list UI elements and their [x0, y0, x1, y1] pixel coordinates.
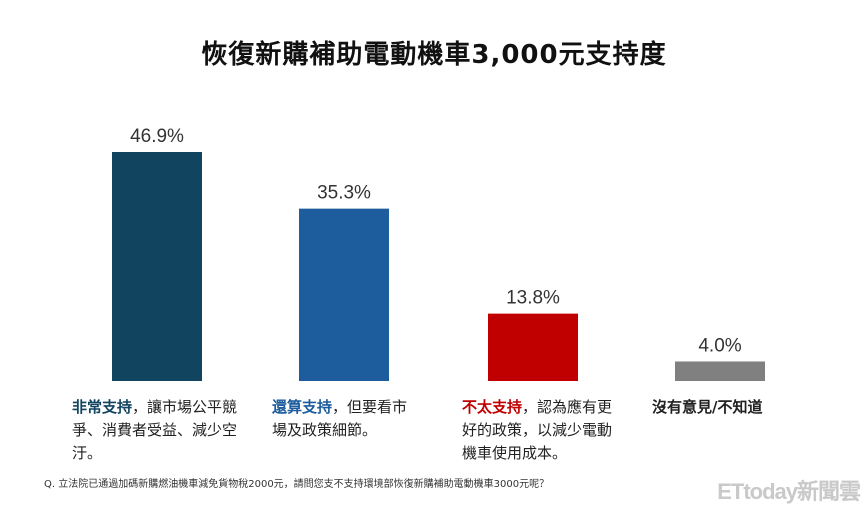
- survey-question-footnote: Q. 立法院已通過加碼新購燃油機車減免貨物稅2000元，請問您支不支持環境部恢復…: [44, 479, 550, 490]
- category-desc-3: ，認為應有更好的政策，以減少電動機車使用成本。: [462, 398, 613, 462]
- value-label-3: 13.8%: [506, 288, 560, 309]
- value-label-4: 4.0%: [698, 335, 741, 356]
- category-desc-2: ，但要看市場及政策細節。: [272, 398, 408, 439]
- value-label-1: 46.9%: [130, 126, 184, 147]
- category-name-3: 不太支持: [462, 398, 523, 416]
- category-name-1: 非常支持: [72, 398, 133, 416]
- bar-3: [488, 313, 578, 381]
- bar-2: [299, 208, 389, 381]
- category-name-4: 沒有意見/不知道: [652, 398, 763, 416]
- chart-title: 恢復新購補助電動機車3,000元支持度: [201, 40, 667, 70]
- bar-chart: 46.9% 35.3% 13.8% 4.0%: [112, 126, 765, 381]
- value-label-2: 35.3%: [317, 183, 371, 204]
- bar-1: [112, 152, 202, 381]
- category-label-4: 沒有意見/不知道: [652, 396, 822, 419]
- category-name-2: 還算支持: [272, 398, 333, 416]
- bar-4: [675, 361, 765, 381]
- category-desc-1: ，讓市場公平競爭、消費者受益、減少空汙。: [72, 398, 238, 462]
- category-label-3: 不太支持，認為應有更好的政策，以減少電動機車使用成本。: [462, 396, 624, 465]
- category-label-1: 非常支持，讓市場公平競爭、消費者受益、減少空汙。: [72, 396, 244, 465]
- category-label-2: 還算支持，但要看市場及政策細節。: [272, 396, 422, 442]
- watermark-logo: ETtoday新聞雲: [717, 479, 861, 504]
